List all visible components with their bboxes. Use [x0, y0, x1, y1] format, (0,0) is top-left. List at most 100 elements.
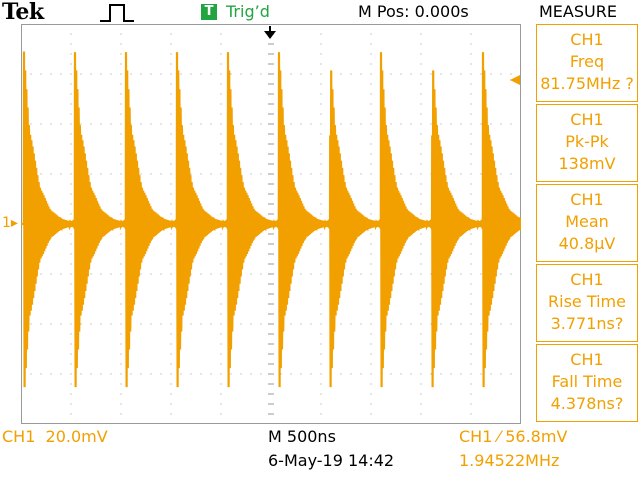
grid-dot	[340, 323, 342, 325]
grid-dot	[490, 323, 492, 325]
grid-dot	[470, 413, 472, 415]
grid-dot	[170, 403, 172, 405]
grid-dot	[430, 373, 432, 375]
grid-dot	[220, 403, 222, 405]
grid-dot	[410, 273, 412, 275]
grid-dot	[470, 283, 472, 285]
grid-dot	[370, 73, 372, 75]
grid-dot	[320, 373, 322, 375]
grid-dot	[160, 373, 162, 375]
grid-dot	[70, 83, 72, 85]
grid-dot	[21, 173, 22, 175]
measurement-name: Freq	[569, 52, 605, 71]
grid-dot	[120, 383, 122, 385]
grid-dot	[220, 323, 222, 325]
grid-dot	[160, 173, 162, 175]
grid-dot	[120, 263, 122, 265]
grid-dot	[170, 123, 172, 125]
trigger-status: Trig’d	[226, 2, 270, 21]
grid-dot	[290, 373, 292, 375]
grid-dot	[420, 423, 422, 424]
grid-dot	[470, 53, 472, 55]
grid-dot	[190, 273, 192, 275]
grid-dot	[120, 303, 122, 305]
horizontal-position: M Pos: 0.000s	[358, 2, 469, 21]
grid-dot	[360, 173, 362, 175]
grid-dot	[500, 123, 502, 125]
grid-dot	[70, 213, 72, 215]
grid-dot	[440, 323, 442, 325]
grid-dot	[280, 373, 282, 375]
grid-dot	[310, 173, 312, 175]
measurement-mean[interactable]: CH1 Mean 40.8μV	[536, 184, 638, 262]
grid-dot	[320, 24, 322, 25]
grid-dot	[350, 173, 352, 175]
measurement-freq[interactable]: CH1 Freq 81.75MHz ?	[536, 24, 638, 102]
grid-dot	[220, 24, 222, 25]
grid-dot	[21, 323, 22, 325]
measurement-rise-time[interactable]: CH1 Rise Time 3.771ns?	[536, 264, 638, 342]
grid-dot	[460, 273, 462, 275]
grid-dot	[460, 373, 462, 375]
grid-dot	[220, 213, 222, 215]
grid-dot	[160, 123, 162, 125]
grid-dot	[40, 373, 42, 375]
grid-dot	[420, 373, 422, 375]
grid-dot	[420, 313, 422, 315]
grid-dot	[420, 43, 422, 45]
grid-dot	[100, 123, 102, 125]
grid-dot	[350, 373, 352, 375]
grid-dot	[260, 123, 262, 125]
grid-dot	[470, 233, 472, 235]
grid-dot	[420, 93, 422, 95]
grid-dot	[320, 133, 322, 135]
grid-dot	[150, 73, 152, 75]
grid-dot	[70, 253, 72, 255]
grid-dot	[220, 173, 222, 175]
waveform-display[interactable]	[21, 24, 521, 424]
grid-dot	[370, 43, 372, 45]
grid-dot	[210, 73, 212, 75]
grid-dot	[70, 43, 72, 45]
grid-dot	[21, 373, 22, 375]
grid-dot	[220, 313, 222, 315]
measurement-channel: CH1	[570, 110, 604, 129]
grid-dot	[350, 323, 352, 325]
grid-dot	[70, 323, 72, 325]
grid-dot	[170, 283, 172, 285]
grid-dot	[370, 413, 372, 415]
grid-dot	[190, 73, 192, 75]
grid-dot	[300, 173, 302, 175]
grid-dot	[370, 363, 372, 365]
grid-dot	[250, 323, 252, 325]
grid-dot	[70, 233, 72, 235]
grid-dot	[220, 113, 222, 115]
grid-dot	[420, 73, 422, 75]
measurement-fall-time[interactable]: CH1 Fall Time 4.378ns?	[536, 344, 638, 422]
grid-dot	[460, 73, 462, 75]
grid-dot	[360, 73, 362, 75]
grid-dot	[180, 73, 182, 75]
grid-dot	[470, 33, 472, 35]
measurement-pk-pk[interactable]: CH1 Pk-Pk 138mV	[536, 104, 638, 182]
grid-dot	[170, 113, 172, 115]
measurement-channel: CH1	[570, 270, 604, 289]
grid-dot	[70, 193, 72, 195]
grid-dot	[420, 113, 422, 115]
grid-dot	[220, 53, 222, 55]
grid-dot	[70, 183, 72, 185]
grid-dot	[470, 93, 472, 95]
grid-dot	[50, 173, 52, 175]
grid-dot	[420, 33, 422, 35]
grid-dot	[510, 323, 512, 325]
grid-dot	[390, 73, 392, 75]
grid-dot	[220, 193, 222, 195]
trigger-status-icon: T	[201, 4, 217, 20]
grid-dot	[170, 323, 172, 325]
grid-dot	[470, 323, 472, 325]
grid-dot	[470, 113, 472, 115]
grid-dot	[70, 293, 72, 295]
grid-dot	[70, 73, 72, 75]
grid-dot	[220, 333, 222, 335]
grid-dot	[420, 83, 422, 85]
